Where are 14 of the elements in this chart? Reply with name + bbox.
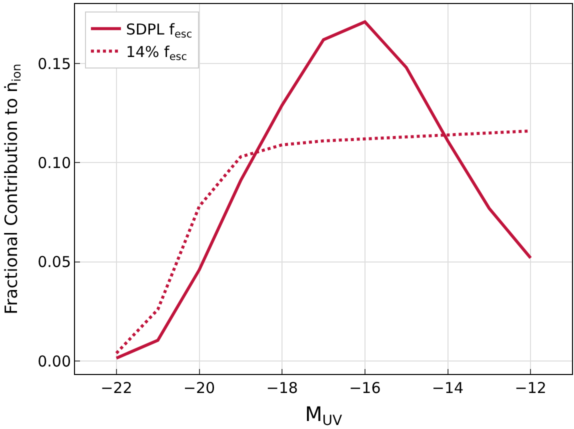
y-tick-label: 0.10 (38, 154, 71, 172)
x-axis-title: M$_{UV}$ (304, 402, 342, 429)
y-tick-label: 0.05 (38, 253, 71, 272)
x-tick-label: −16 (349, 379, 381, 397)
x-tick-label: −14 (432, 379, 464, 397)
x-tick-label: −20 (183, 379, 216, 397)
legend-label: SDPL f$_{esc}$ (126, 20, 192, 41)
y-tick-label: 0.15 (38, 54, 71, 73)
legend-label: 14% f$_{esc}$ (126, 43, 188, 64)
x-tick-label: −18 (266, 379, 298, 397)
y-tick-label: 0.00 (38, 352, 71, 370)
line-series (114, 20, 532, 360)
x-tick-label: −22 (100, 379, 132, 397)
x-tick-label: −12 (514, 379, 546, 397)
